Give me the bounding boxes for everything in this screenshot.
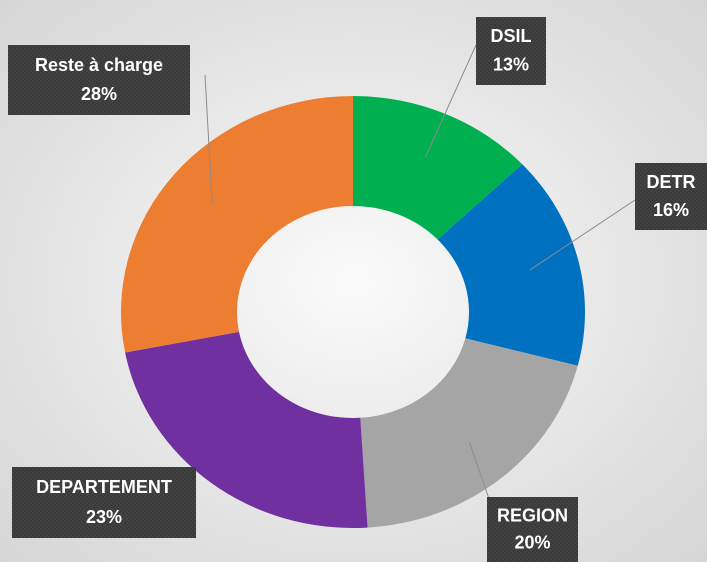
leader-line [529,199,636,271]
label-box [635,163,707,230]
donut-slice [120,96,353,353]
label-category: DETR [647,172,696,192]
donut-slice [125,331,368,528]
label-value: 16% [653,200,689,220]
label-value: 13% [493,55,529,75]
label-box [12,467,196,538]
label-value: 28% [81,84,117,104]
label-value: 20% [514,533,550,553]
label-box [8,45,190,115]
label-box [487,497,578,562]
leader-line [204,74,213,205]
donut-slice [353,96,523,240]
donut-slice [360,338,578,528]
label-category: DSIL [490,26,531,46]
label-box [476,17,546,85]
label-category: REGION [497,505,568,525]
label-category: DEPARTEMENT [36,477,172,497]
label-category: Reste à charge [35,55,163,75]
leader-line [425,44,477,158]
donut-slice [437,164,585,366]
label-value: 23% [86,507,122,527]
